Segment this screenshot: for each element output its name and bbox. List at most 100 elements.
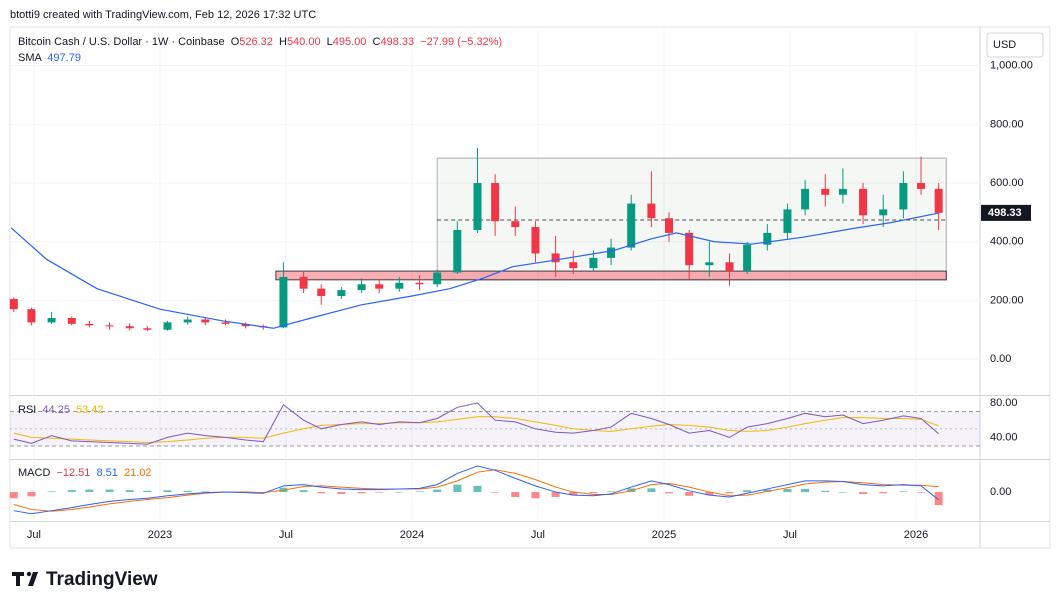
macd-histogram-bar xyxy=(821,490,830,493)
candle-body xyxy=(143,328,152,330)
macd-histogram-bar xyxy=(607,491,616,493)
logo-icon xyxy=(28,572,38,586)
candle-body xyxy=(201,319,210,323)
logo: TradingView xyxy=(12,569,158,590)
macd-histogram-bar xyxy=(665,492,674,494)
macd-histogram-bar xyxy=(531,492,540,499)
macd-histogram-bar xyxy=(801,488,810,493)
rsi-tick-label: 40.00 xyxy=(990,431,1018,443)
macd-histogram-bar xyxy=(705,492,714,496)
ohlc-label: L xyxy=(327,36,333,48)
marks-layer xyxy=(9,147,943,515)
y-tick-label: 0.00 xyxy=(990,353,1011,365)
candle-body xyxy=(589,257,598,269)
signal-value: 8.51 xyxy=(96,467,117,479)
zone-layer xyxy=(10,157,980,447)
macd-histogram-bar xyxy=(685,492,694,496)
macd-value: −12.51 xyxy=(56,467,90,479)
rsi-value: 44.25 xyxy=(42,404,70,416)
logo-text: TradingView xyxy=(46,569,158,590)
candle-body xyxy=(241,323,250,327)
macd-label: MACD xyxy=(18,467,50,479)
candle-body xyxy=(743,244,752,272)
currency-label: USD xyxy=(993,39,1016,51)
sma-line xyxy=(10,212,939,329)
candle-body xyxy=(395,282,404,289)
macd-signal-line xyxy=(13,469,939,512)
rsi-legend: RSI 44.25 53.42 xyxy=(18,404,104,416)
macd-histogram-bar xyxy=(763,489,772,493)
ohlc-label: C xyxy=(373,36,381,48)
rsi-ma-line xyxy=(13,416,939,444)
last-price-box xyxy=(981,204,1031,221)
macd-histogram-bar xyxy=(143,490,152,493)
y-tick-label: 600.00 xyxy=(990,177,1024,189)
candle-body xyxy=(859,188,868,216)
macd-histogram-bar xyxy=(415,491,424,493)
ohlc-value: 495.00 xyxy=(333,36,367,48)
candle-body xyxy=(163,322,172,330)
candle-body xyxy=(569,262,578,269)
candle-body xyxy=(85,323,94,326)
last-price-label: 498.33 xyxy=(988,207,1022,219)
macd-histogram-bar xyxy=(859,492,868,494)
candle-body xyxy=(838,188,847,195)
chart-frame xyxy=(9,26,1051,549)
candle-body xyxy=(899,183,908,210)
candle-body xyxy=(491,183,500,222)
x-tick-label: Jul xyxy=(27,529,41,541)
logo-icon xyxy=(26,571,32,577)
macd-histogram-bar xyxy=(395,492,404,493)
macd-histogram-bar xyxy=(725,492,734,494)
candle-body xyxy=(511,221,520,228)
x-tick-label: Jul xyxy=(279,529,293,541)
sma-legend: SMA 497.79 xyxy=(18,52,81,64)
y-tick-label: 400.00 xyxy=(990,236,1024,248)
candle-body xyxy=(551,253,560,263)
macd-histogram-bar xyxy=(879,492,888,494)
macd-histogram-bar xyxy=(473,485,482,493)
macd-histogram-bar xyxy=(299,490,308,493)
candle-body xyxy=(934,188,943,213)
macd-histogram-bar xyxy=(433,489,442,493)
candle-body xyxy=(627,203,636,248)
ohlc-value: 498.33 xyxy=(380,36,414,48)
candle-body xyxy=(67,318,76,324)
candle-body xyxy=(647,203,656,219)
macd-histogram-bar xyxy=(201,491,210,493)
macd-histogram-bar xyxy=(357,492,366,494)
macd-histogram-bar xyxy=(511,492,520,498)
candle-body xyxy=(27,309,36,323)
candle-body xyxy=(357,284,366,291)
macd-histogram-bar xyxy=(647,488,656,493)
macd-histogram-bar xyxy=(317,492,326,494)
x-tick-label: Jul xyxy=(783,529,797,541)
candle-body xyxy=(607,247,616,258)
candle-body xyxy=(685,232,694,266)
ohlc-value: 540.00 xyxy=(287,36,321,48)
change: −27.99 (−5.32%) xyxy=(420,36,502,48)
grid-layer xyxy=(10,29,980,520)
currency-button[interactable] xyxy=(986,32,1044,58)
candle-body xyxy=(279,276,288,328)
candle-body xyxy=(665,218,674,233)
candle-body xyxy=(299,276,308,289)
symbol: Bitcoin Cash / U.S. Dollar · 1W · Coinba… xyxy=(18,36,225,48)
macd-histogram-bar xyxy=(375,492,384,493)
macd-histogram-bar xyxy=(838,492,847,493)
candle-body xyxy=(337,290,346,297)
macd-tick-label: 0.00 xyxy=(990,486,1011,498)
candle-body xyxy=(783,209,792,233)
macd-histogram-bar xyxy=(9,492,18,499)
macd-histogram-bar xyxy=(589,492,598,494)
macd-histogram-bar xyxy=(453,484,462,493)
macd-histogram-bar xyxy=(491,492,500,493)
y-tick-label: 1,000.00 xyxy=(990,60,1033,72)
candle-body xyxy=(801,188,810,210)
macd-histogram-bar xyxy=(569,492,578,496)
rsi-label: RSI xyxy=(18,404,36,416)
x-tick-label: 2026 xyxy=(904,529,928,541)
macd-histogram-bar xyxy=(125,490,134,493)
legend-row: Bitcoin Cash / U.S. Dollar · 1W · Coinba… xyxy=(18,36,502,48)
candle-body xyxy=(433,272,442,285)
